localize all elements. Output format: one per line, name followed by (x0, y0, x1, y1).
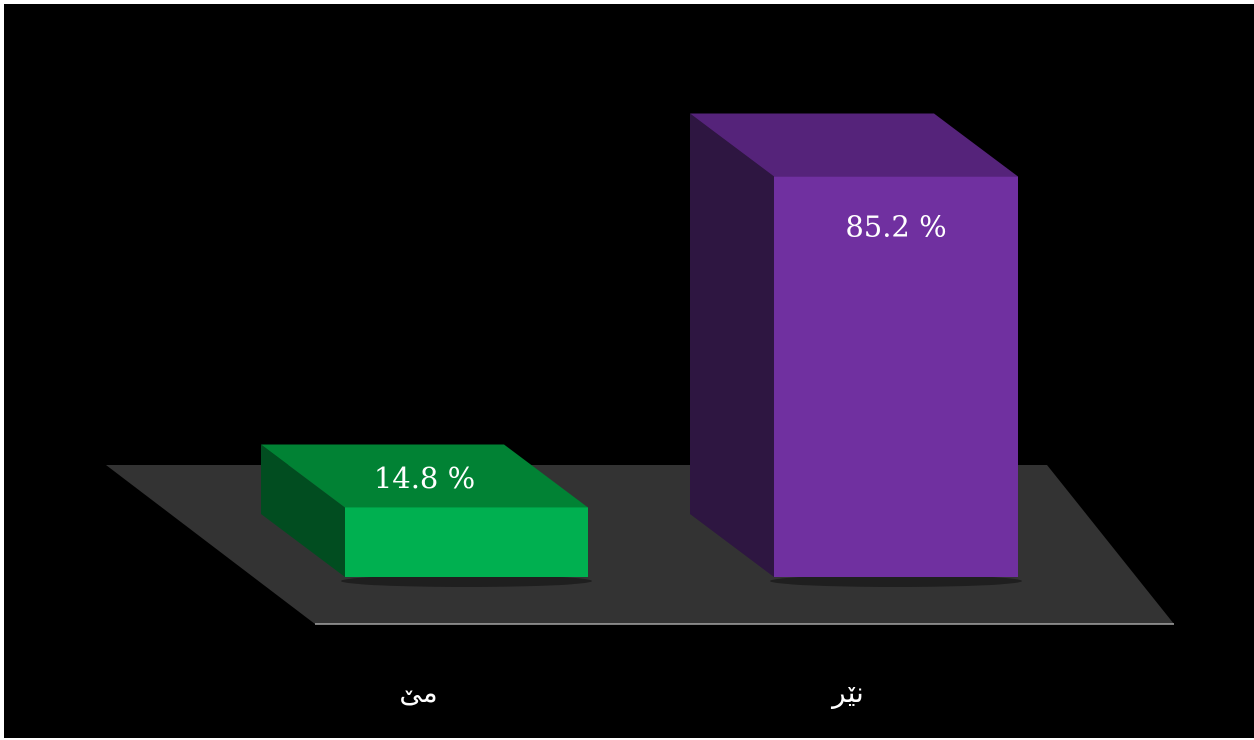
bar-shadow (770, 575, 1022, 587)
bar-series: 14.8 % 85.2 % (261, 113, 1022, 587)
bar-2: 85.2 % (690, 113, 1022, 587)
bar-data-label: 85.2 % (845, 210, 946, 244)
bar-top-face (261, 444, 588, 508)
chart-background (4, 4, 1254, 738)
category-axis-labels: مێ نێر (399, 676, 864, 709)
bar-data-label: 14.8 % (374, 461, 475, 495)
bar-side-face (261, 444, 345, 577)
bar-1: 14.8 % (261, 444, 592, 587)
category-label: نێر (830, 676, 864, 709)
category-label: مێ (399, 676, 437, 709)
bar-front-face (774, 176, 1018, 577)
bar-top-face (690, 113, 1018, 177)
bar-shadow (341, 575, 592, 587)
bar-side-face (690, 113, 774, 577)
bar-front-face (345, 507, 588, 577)
